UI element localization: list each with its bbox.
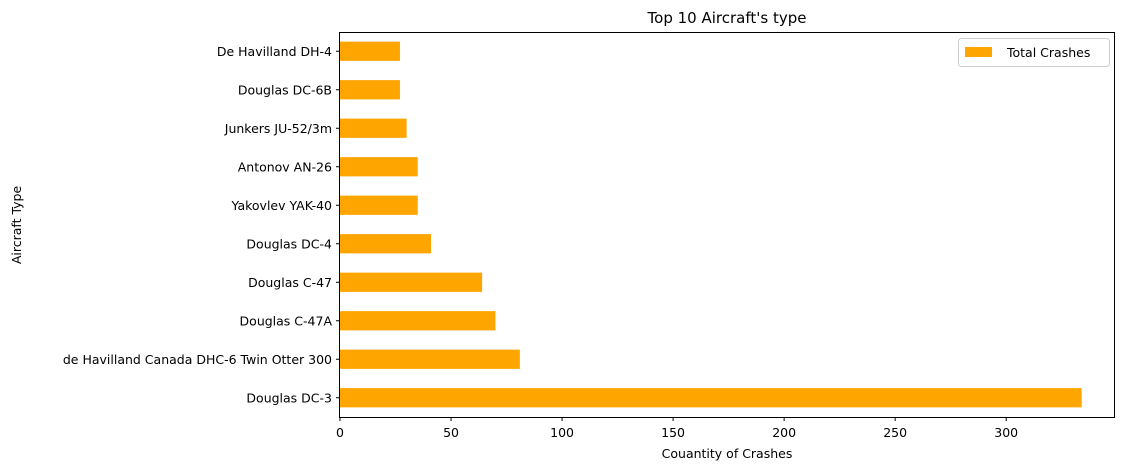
bar: [340, 272, 483, 292]
legend: Total Crashes: [958, 38, 1110, 67]
x-axis-ticks: 0 50 100 150 200 250 300: [336, 417, 1018, 440]
x-tick-label: 250: [883, 425, 907, 440]
legend-label: Total Crashes: [1006, 45, 1090, 60]
plot-frame: [339, 32, 1115, 418]
x-tick-label: 300: [994, 425, 1018, 440]
x-tick-label: 0: [336, 425, 344, 440]
y-tick-label: Douglas C-47: [248, 275, 332, 290]
y-tick-label: Douglas DC-4: [246, 236, 332, 251]
x-tick-label: 100: [550, 425, 574, 440]
bar: [340, 157, 418, 177]
y-tick-label: Yakovlev YAK-40: [231, 198, 333, 213]
y-tick-label: Antonov AN-26: [238, 159, 332, 174]
y-axis-label: Aircraft Type: [9, 186, 24, 265]
y-axis-ticks: Douglas DC-3 de Havilland Canada DHC-6 Tw…: [63, 44, 340, 405]
y-tick-label: Douglas C-47A: [240, 313, 333, 328]
bar: [340, 349, 520, 369]
bar: [340, 234, 432, 254]
x-tick-label: 150: [661, 425, 685, 440]
legend-frame: [958, 38, 1110, 67]
y-tick-label: De Havilland DH-4: [217, 44, 332, 59]
legend-swatch: [965, 47, 992, 57]
bars-group: [340, 41, 1082, 408]
bar: [340, 388, 1082, 408]
bar: [340, 80, 400, 100]
bar: [340, 195, 418, 215]
chart-title: Top 10 Aircraft's type: [647, 9, 807, 27]
y-tick-label: Douglas DC-3: [246, 390, 332, 405]
bar: [340, 311, 496, 331]
x-tick-label: 200: [772, 425, 796, 440]
x-axis-label: Couantity of Crashes: [662, 446, 793, 461]
bar: [340, 118, 407, 138]
y-tick-label: de Havilland Canada DHC-6 Twin Otter 300: [63, 352, 332, 367]
bar: [340, 41, 400, 61]
y-tick-label: Douglas DC-6B: [238, 82, 332, 97]
y-tick-label: Junkers JU-52/3m: [224, 121, 332, 136]
x-tick-label: 50: [443, 425, 459, 440]
